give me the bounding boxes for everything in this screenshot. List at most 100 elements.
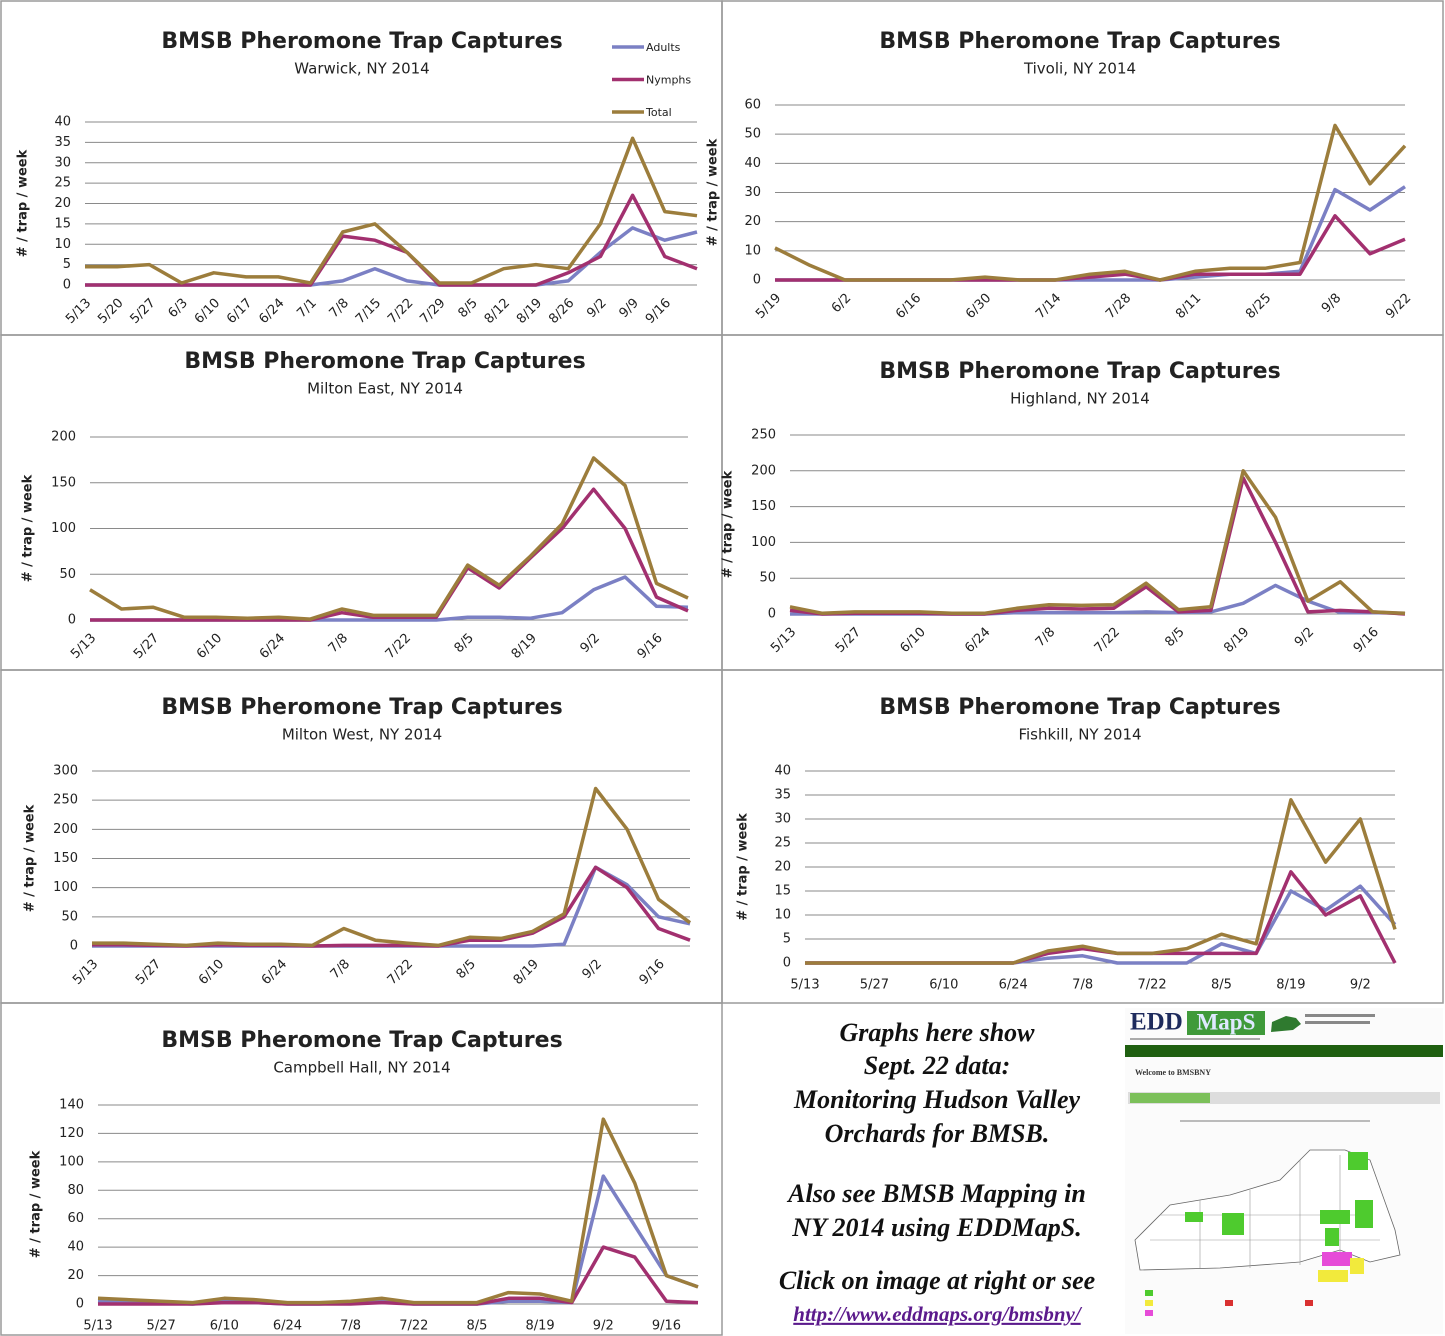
note-line: Orchards for BMSB.: [825, 1119, 1050, 1148]
legend-swatch: [1145, 1300, 1153, 1306]
y-tick-label: 100: [59, 1154, 84, 1169]
chart-title: BMSB Pheromone Trap Captures: [879, 359, 1280, 384]
x-tick-label: 6/10: [898, 625, 929, 656]
x-tick-label: 5/27: [147, 1319, 176, 1334]
chart-subtitle: Warwick, NY 2014: [294, 60, 429, 78]
series-line: [90, 458, 688, 619]
x-tick-label: 9/2: [593, 1319, 614, 1334]
y-tick-label: 0: [63, 278, 71, 293]
series-line: [85, 138, 697, 283]
x-tick-label: 5/27: [131, 631, 162, 662]
y-tick-label: 30: [744, 185, 761, 200]
legend-label: Adults: [646, 41, 681, 54]
chart-subtitle: Highland, NY 2014: [1010, 390, 1150, 408]
y-tick-label: 50: [61, 909, 78, 924]
y-tick-label: 60: [744, 98, 761, 113]
y-tick-label: 35: [774, 788, 791, 803]
x-tick-label: 7/8: [326, 631, 351, 656]
y-axis-label: # / trap / week: [721, 470, 736, 578]
x-tick-label: 9/16: [1351, 625, 1382, 656]
x-tick-label: 8/19: [1221, 625, 1252, 656]
y-tick-label: 35: [54, 135, 71, 150]
y-tick-label: 40: [744, 156, 761, 171]
y-tick-label: 10: [54, 237, 71, 252]
y-tick-label: 15: [54, 216, 71, 231]
legend-swatch: [1145, 1310, 1153, 1316]
x-tick-label: 8/25: [1243, 291, 1274, 322]
series-line: [790, 478, 1405, 614]
chart-subtitle: Tivoli, NY 2014: [1023, 60, 1136, 78]
x-tick-label: 9/2: [584, 296, 609, 321]
x-tick-label: 6/30: [963, 291, 994, 322]
note-line: Sept. 22 data:: [864, 1051, 1011, 1080]
x-tick-label: 5/27: [833, 625, 864, 656]
figure: Graphs here show Sept. 22 data: Monitori…: [0, 0, 1445, 1336]
x-tick-label: 9/16: [637, 957, 668, 988]
y-tick-label: 250: [751, 428, 776, 443]
y-axis-label: # / trap / week: [736, 813, 751, 921]
county-green: [1185, 1212, 1203, 1222]
x-tick-label: 7/29: [417, 296, 448, 327]
x-tick-label: 6/24: [256, 296, 287, 327]
x-tick-label: 7/22: [385, 296, 416, 327]
tab-active: [1130, 1093, 1210, 1103]
y-tick-label: 50: [59, 567, 76, 582]
y-axis-label: # / trap / week: [21, 474, 36, 582]
eddmaps-screenshot[interactable]: EDD MapS Welcome to BMSBNY: [1125, 1008, 1443, 1334]
y-tick-label: 0: [768, 607, 776, 622]
x-tick-label: 7/22: [399, 1319, 428, 1334]
x-tick-label: 8/19: [1276, 978, 1305, 993]
x-tick-label: 9/16: [643, 296, 674, 327]
y-tick-label: 0: [70, 939, 78, 954]
x-tick-label: 7/15: [353, 296, 384, 327]
info-text: Graphs here show Sept. 22 data: Monitori…: [779, 1018, 1095, 1326]
x-tick-label: 9/2: [1292, 625, 1317, 650]
page: Graphs here show Sept. 22 data: Monitori…: [0, 0, 1445, 1336]
county-green: [1320, 1210, 1350, 1224]
x-tick-label: 8/26: [546, 296, 577, 327]
county-green: [1222, 1213, 1244, 1235]
county-green: [1325, 1228, 1339, 1246]
logo-text: MapS: [1197, 1009, 1256, 1034]
y-tick-label: 25: [54, 176, 71, 191]
welcome: Welcome to BMSBNY: [1135, 1068, 1211, 1077]
series-line: [90, 489, 688, 620]
x-tick-label: 5/27: [133, 957, 164, 988]
y-tick-label: 50: [759, 571, 776, 586]
series-line: [92, 867, 690, 946]
y-tick-label: 100: [751, 535, 776, 550]
x-tick-label: 8/5: [466, 1319, 487, 1334]
x-tick-label: 8/5: [1162, 625, 1187, 650]
chart-subtitle: Fishkill, NY 2014: [1018, 726, 1141, 744]
series-line: [90, 577, 688, 620]
x-tick-label: 5/13: [68, 631, 99, 662]
note-line: Monitoring Hudson Valley: [793, 1085, 1081, 1114]
y-tick-label: 0: [753, 273, 761, 288]
eddmaps-link[interactable]: http://www.eddmaps.org/bmsbny/: [793, 1302, 1083, 1326]
x-tick-label: 9/16: [635, 631, 666, 662]
y-tick-label: 10: [774, 908, 791, 923]
y-tick-label: 30: [54, 155, 71, 170]
y-tick-label: 140: [59, 1098, 84, 1113]
x-tick-label: 8/19: [509, 631, 540, 662]
y-tick-label: 30: [774, 812, 791, 827]
x-tick-label: 9/8: [1319, 291, 1344, 316]
x-tick-label: 5/27: [127, 296, 158, 327]
x-tick-label: 6/16: [893, 291, 924, 322]
y-tick-label: 200: [53, 822, 78, 837]
county-yellow: [1318, 1270, 1348, 1282]
logo-text: EDD: [1130, 1009, 1183, 1036]
note-line: Graphs here show: [839, 1018, 1035, 1047]
chart-title: BMSB Pheromone Trap Captures: [879, 695, 1280, 720]
legend-swatch: [1225, 1300, 1233, 1306]
x-tick-label: 6/10: [194, 631, 225, 662]
y-tick-label: 20: [774, 860, 791, 875]
y-tick-label: 50: [744, 127, 761, 142]
chart: BMSB Pheromone Trap Captures Highland, NY…: [721, 359, 1406, 656]
y-tick-label: 40: [67, 1240, 84, 1255]
x-tick-label: 5/13: [83, 1319, 112, 1334]
x-tick-label: 7/8: [328, 957, 353, 982]
y-tick-label: 200: [51, 430, 76, 445]
legend-swatch: [1305, 1300, 1313, 1306]
lab-text: [1305, 1021, 1370, 1024]
